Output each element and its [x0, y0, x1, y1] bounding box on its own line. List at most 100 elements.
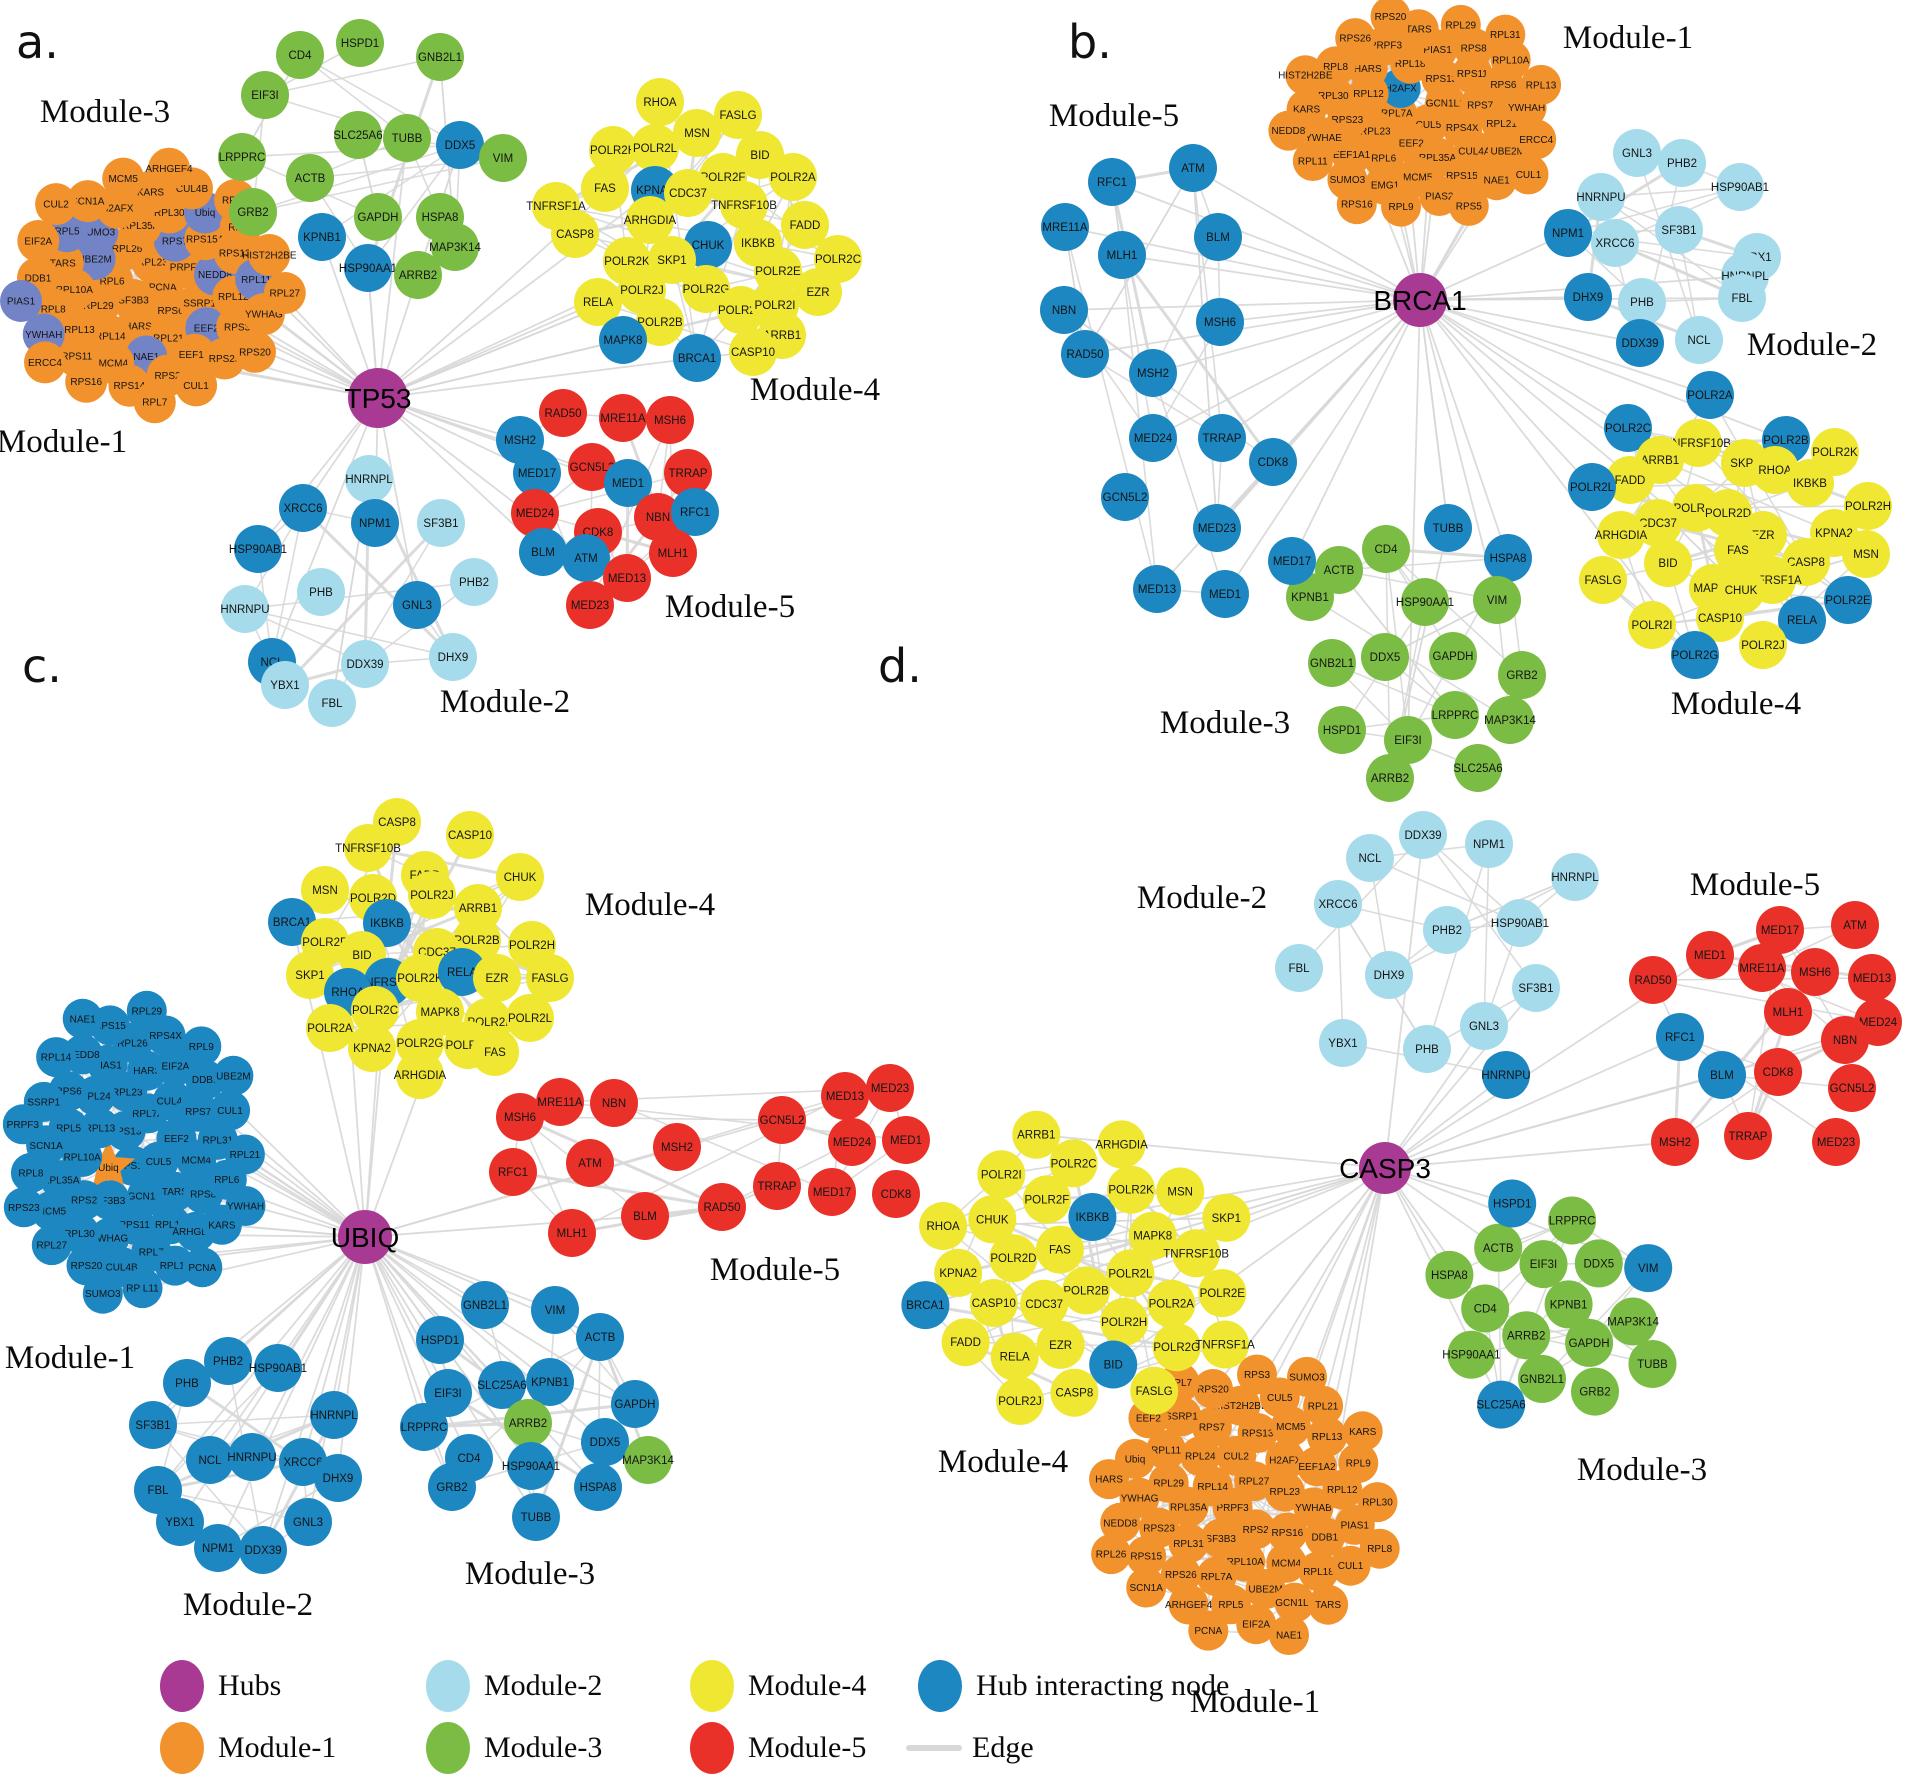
node-RFC1: RFC1	[489, 1148, 537, 1196]
node-POLR2A: POLR2A	[769, 153, 817, 201]
hub-edge	[1419, 299, 1787, 441]
node-shape	[1169, 144, 1217, 192]
node-shape	[562, 534, 610, 582]
node-shape	[684, 221, 732, 269]
node-shape	[1423, 906, 1471, 954]
node-TRRAP: TRRAP	[1198, 414, 1246, 462]
node-shape	[431, 223, 479, 271]
node-shape	[1577, 173, 1625, 221]
node-shape	[1201, 570, 1249, 618]
node-CUL1: CUL1	[175, 364, 218, 407]
node-shape	[1091, 1534, 1132, 1575]
node-shape	[1821, 1016, 1869, 1064]
node-shape	[218, 133, 266, 181]
panel-b: CUL5RPL7AGCN1L1EEF2H2AFXRPS4XRPL23RPS13R…	[1040, 0, 1892, 802]
node-RFC1: RFC1	[671, 488, 719, 536]
hub-edge	[1084, 299, 1421, 355]
node-shape	[1686, 371, 1734, 419]
node-HSP90AB1: HSP90AB1	[1711, 163, 1769, 211]
node-shape	[1671, 631, 1719, 679]
node-shape	[631, 124, 679, 172]
node-shape	[1842, 530, 1890, 578]
node-shape	[1618, 278, 1666, 326]
node-MED1: MED1	[1201, 570, 1249, 618]
node-shape	[40, 1160, 81, 1201]
node-shape	[429, 633, 477, 681]
node-CDK8: CDK8	[1754, 1048, 1802, 1096]
node-MED1: MED1	[882, 1116, 930, 1164]
node-shape	[1591, 219, 1639, 267]
node-shape	[1384, 716, 1432, 764]
edge	[157, 1461, 304, 1491]
node-TUBB: TUBB	[512, 1493, 560, 1541]
node-GNL3: GNL3	[1613, 129, 1661, 177]
node-POLR2K: POLR2K	[1107, 1165, 1156, 1214]
node-shape	[3, 1187, 44, 1228]
node-HSPA8: HSPA8	[1425, 1250, 1474, 1299]
panel-letter: c.	[22, 639, 62, 693]
node-shape	[566, 1139, 614, 1187]
hub-edge	[1419, 232, 1569, 301]
node-POLR2G: POLR2G	[1671, 631, 1719, 679]
node-shape	[969, 1279, 1018, 1327]
node-EIF2A: EIF2A	[17, 220, 60, 262]
edge	[1422, 834, 1537, 989]
node-shape	[989, 1234, 1038, 1283]
node-POLR2H: POLR2H	[1100, 1297, 1149, 1346]
node-shape	[1498, 651, 1546, 699]
node-shape	[1460, 1002, 1508, 1050]
node-shape	[821, 1072, 869, 1120]
node-RPS3: RPS3	[1237, 1354, 1277, 1395]
node-GCN5L2: GCN5L2	[1828, 1064, 1876, 1112]
node-shape	[186, 1436, 234, 1484]
node-POLR2B: POLR2B	[1062, 1266, 1111, 1315]
node-CASP8: CASP8	[551, 210, 599, 258]
node-shape	[234, 330, 276, 373]
node-BLM: BLM	[1698, 1051, 1746, 1099]
node-CD4: CD4	[1461, 1284, 1510, 1333]
hub-edge	[1112, 1167, 1386, 1366]
node-shape	[479, 134, 527, 182]
edge	[271, 507, 304, 663]
hub-edge	[1384, 1036, 1681, 1169]
node-shape	[306, 1004, 354, 1052]
node-shape	[1268, 537, 1316, 585]
node-TUBB: TUBB	[383, 114, 431, 162]
node-shape	[1675, 316, 1723, 364]
node-shape	[574, 1463, 622, 1511]
node-shape	[1486, 696, 1534, 744]
node-POLR2A: POLR2A	[1686, 371, 1734, 419]
node-shape	[1100, 1297, 1149, 1346]
node-shape	[122, 1268, 163, 1309]
node-FAS: FAS	[471, 1028, 519, 1076]
hub-edge	[364, 1236, 470, 1459]
node-MED1: MED1	[1686, 931, 1734, 979]
node-shape	[531, 1286, 579, 1334]
node-shape	[1035, 1225, 1084, 1274]
node-MCM5: MCM5	[102, 157, 145, 200]
hub-edge	[1291, 299, 1421, 562]
node-CDC37: CDC37	[1020, 1279, 1069, 1328]
node-DHX9: DHX9	[429, 633, 477, 681]
node-shape	[568, 443, 616, 491]
node-FBL: FBL	[308, 679, 356, 727]
hub-edge	[1121, 254, 1421, 301]
edge	[1121, 254, 1154, 439]
hub-edge	[377, 137, 408, 399]
node-shape	[1287, 1356, 1327, 1397]
node-shape	[1828, 1064, 1876, 1112]
node-shape	[590, 1079, 638, 1127]
node-shape	[1518, 1354, 1566, 1403]
node-shape	[673, 109, 721, 157]
node-shape	[646, 396, 694, 444]
node-TRRAP: TRRAP	[1724, 1112, 1772, 1160]
node-PCNA: PCNA	[1188, 1610, 1229, 1651]
node-MRE11A: MRE11A	[536, 1078, 584, 1126]
hub-edge	[1384, 834, 1424, 1169]
node-shape	[1655, 206, 1703, 254]
node-shape	[1168, 1523, 1209, 1564]
node-ACTB: ACTB	[1474, 1223, 1523, 1272]
node-shape	[301, 866, 349, 914]
